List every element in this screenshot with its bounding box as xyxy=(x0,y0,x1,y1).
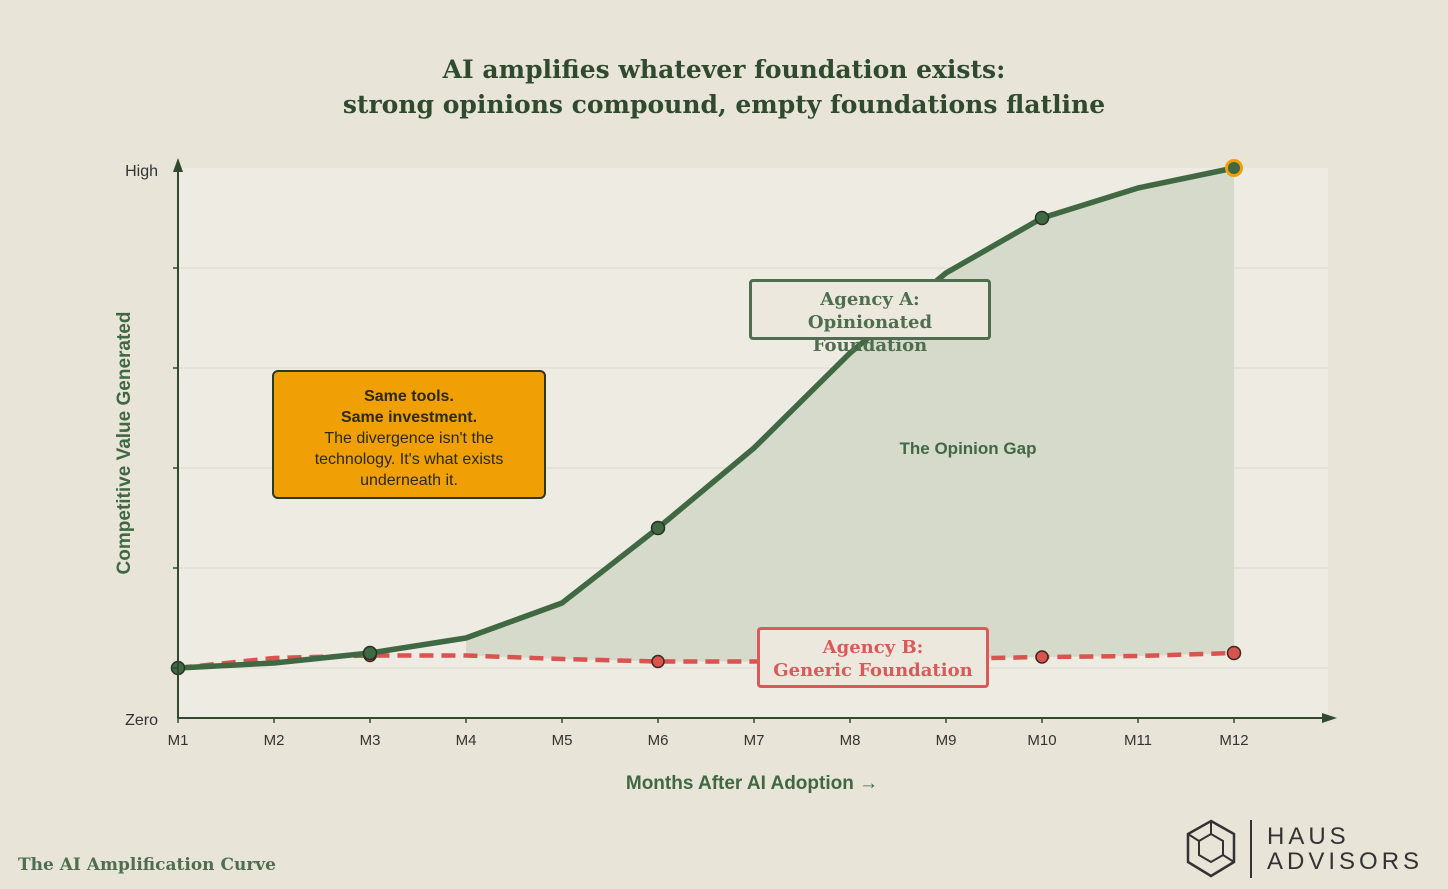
x-tick-label: M2 xyxy=(264,732,285,749)
agency-a-point xyxy=(650,520,666,536)
x-tick-label: M5 xyxy=(552,732,573,749)
brand-divider xyxy=(1250,820,1252,878)
agency-b-label-line1: Agency B: xyxy=(822,637,924,658)
x-tick-label: M9 xyxy=(936,732,957,749)
callout-line-2: technology. It's what exists xyxy=(314,451,504,468)
title-line-2: strong opinions compound, empty foundati… xyxy=(342,90,1106,119)
x-tick-label: M4 xyxy=(456,732,477,749)
agency-a-label-line2: Opinionated Foundation xyxy=(807,312,933,356)
callout-bold-2: Same investment. xyxy=(340,409,478,426)
x-tick-label: M1 xyxy=(168,732,189,749)
x-tick-label: M10 xyxy=(1027,732,1056,749)
opinion-gap-label: The Opinion Gap xyxy=(900,439,1037,458)
y-axis-label: Competitive Value Generated xyxy=(114,312,135,575)
x-axis-arrow xyxy=(1322,713,1337,723)
callout-line-1: The divergence isn't the xyxy=(324,430,494,447)
y-axis-arrow xyxy=(173,158,183,172)
x-tick-label: M7 xyxy=(744,732,765,749)
agency-b-point xyxy=(651,654,665,669)
agency-a-point xyxy=(1034,210,1050,226)
chart-title: AI amplifies whatever foundation exists:… xyxy=(0,52,1448,122)
agency-a-point xyxy=(1225,159,1243,177)
brand-line-2: ADVISORS xyxy=(1267,848,1424,875)
agency-b-label-line2: Generic Foundation xyxy=(773,660,973,681)
x-tick-label: M8 xyxy=(840,732,861,749)
agency-b-point xyxy=(1035,650,1049,664)
x-tick-label: M11 xyxy=(1124,732,1152,749)
x-axis-label: Months After AI Adoption → xyxy=(626,773,878,794)
brand-name: HAUS ADVISORS xyxy=(1267,824,1423,874)
opinion-gap-area xyxy=(466,168,1234,662)
agency-a-point xyxy=(362,645,378,661)
agency-a-label: Agency A: Opinionated Foundation xyxy=(749,279,991,356)
x-tick-label: M3 xyxy=(360,732,381,749)
y-tick-label-high: High xyxy=(125,163,158,180)
hexagon-cube-icon xyxy=(1186,819,1236,878)
callout-bold-1: Same tools. xyxy=(364,388,454,405)
agency-b-point xyxy=(1226,645,1242,661)
brand-line-1: HAUS xyxy=(1267,823,1350,850)
callout-box: Same tools. Same investment. The diverge… xyxy=(272,370,546,499)
x-tick-label: M12 xyxy=(1219,732,1248,749)
footer-title: The AI Amplification Curve xyxy=(18,855,276,875)
x-tick-label: M6 xyxy=(648,732,669,749)
y-tick-label-zero: Zero xyxy=(125,712,158,729)
agency-a-label-line1: Agency A: xyxy=(820,289,920,310)
brand-logo: HAUS ADVISORS xyxy=(1184,818,1438,880)
title-line-1: AI amplifies whatever foundation exists: xyxy=(442,55,1006,84)
callout-line-3: underneath it. xyxy=(360,472,458,489)
agency-b-label: Agency B: Generic Foundation xyxy=(757,627,989,688)
agency-a-line xyxy=(177,165,1235,671)
